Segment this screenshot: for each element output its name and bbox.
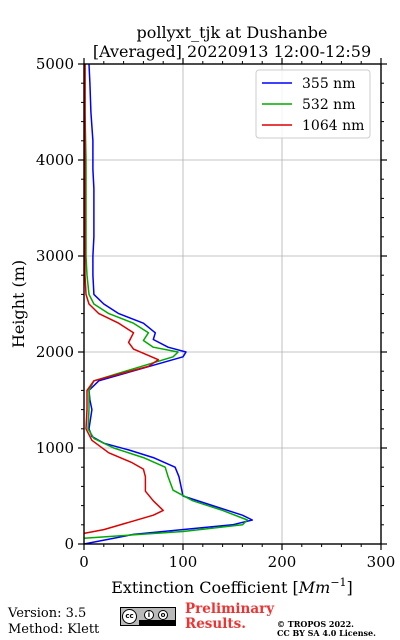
x-axis-label-unit: Mm	[298, 578, 331, 597]
legend-box	[255, 69, 371, 139]
x-axis-label-text: Extinction Coefficient [	[111, 578, 299, 597]
y-axis-label: Height (m)	[9, 260, 28, 348]
version-text: Version: 3.5	[8, 606, 87, 621]
license-strip	[139, 620, 175, 625]
x-axis-label: Extinction Coefficient [Mm−1]	[111, 576, 353, 597]
preliminary-results-note: Preliminary Results.	[185, 602, 274, 632]
y-tick-label: 1000	[36, 439, 74, 457]
series-line-3	[83, 64, 164, 535]
copyright-line2: CC BY SA 4.0 License.	[277, 628, 376, 638]
copyright-line1: © TROPOS 2022.	[277, 619, 354, 629]
chart-subtitle: [Averaged] 20220913 12:00-12:59	[93, 42, 371, 61]
series-line-1	[83, 63, 254, 545]
x-axis-label-exponent: −1	[330, 576, 346, 589]
y-tick-label: 3000	[36, 247, 74, 265]
legend-label-1: 355 nm	[302, 76, 355, 92]
copyright-note: © TROPOS 2022. CC BY SA 4.0 License.	[277, 620, 376, 638]
extinction-profile-chart: pollyxt_tjk at Dushanbe [Averaged] 20220…	[9, 23, 396, 597]
legend-label-2: 532 nm	[302, 97, 355, 113]
y-tick-label: 0	[64, 535, 74, 553]
preliminary-line1: Preliminary	[185, 601, 275, 617]
y-tick-label: 4000	[36, 151, 74, 169]
cc-license-badge-icon: cc i o	[120, 607, 176, 626]
x-tick-label: 100	[169, 553, 198, 571]
chart-title: pollyxt_tjk at Dushanbe	[136, 23, 327, 42]
x-tick-label: 300	[367, 553, 396, 571]
x-axis-label-close: ]	[347, 578, 353, 597]
attribution-icon: i	[144, 610, 154, 620]
share-alike-icon: o	[158, 610, 168, 620]
preliminary-line2: Results.	[185, 616, 246, 632]
legend: 355 nm 532 nm 1064 nm	[255, 69, 371, 139]
cc-circle-icon: cc	[122, 609, 137, 624]
series-line-2	[83, 64, 249, 539]
y-tick-label: 2000	[36, 343, 74, 361]
y-tick-label: 5000	[36, 55, 74, 73]
method-text: Method: Klett	[8, 622, 100, 637]
series-lines	[83, 63, 254, 545]
legend-label-3: 1064 nm	[302, 118, 364, 134]
plot-frame	[83, 63, 382, 545]
axis-ticks	[78, 58, 387, 550]
x-tick-label: 0	[79, 553, 89, 571]
x-tick-label: 200	[268, 553, 297, 571]
